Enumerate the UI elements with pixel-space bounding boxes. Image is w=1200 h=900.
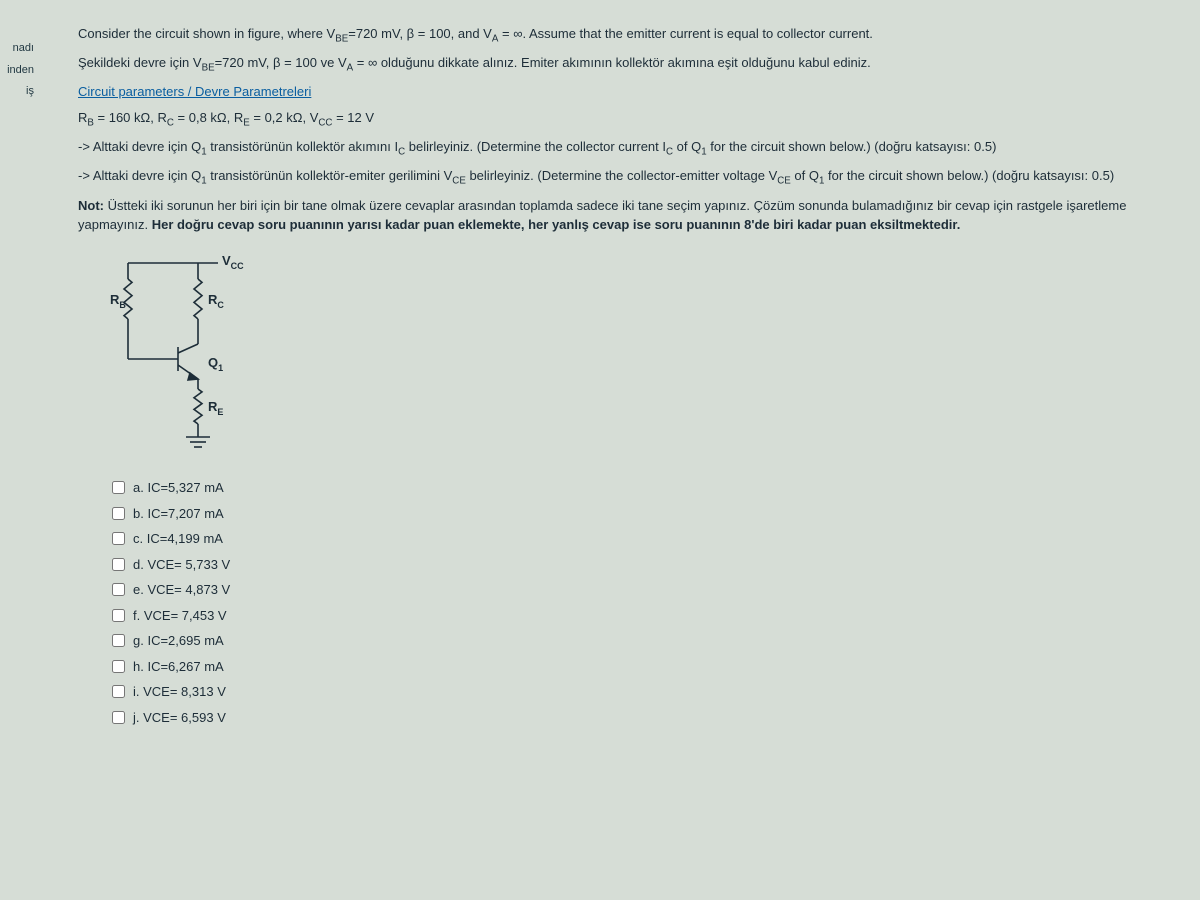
option-e[interactable]: e. VCE= 4,873 V bbox=[108, 580, 1160, 600]
option-label-i[interactable]: i. VCE= 8,313 V bbox=[133, 682, 226, 702]
option-i[interactable]: i. VCE= 8,313 V bbox=[108, 682, 1160, 702]
option-d[interactable]: d. VCE= 5,733 V bbox=[108, 555, 1160, 575]
option-c[interactable]: c. IC=4,199 mA bbox=[108, 529, 1160, 549]
page: nadı inden iş Consider the circuit shown… bbox=[0, 0, 1200, 900]
option-label-c[interactable]: c. IC=4,199 mA bbox=[133, 529, 223, 549]
svg-text:RC: RC bbox=[208, 292, 224, 310]
option-checkbox-a[interactable] bbox=[112, 481, 125, 494]
parameters: RB = 160 kΩ, RC = 0,8 kΩ, RE = 0,2 kΩ, V… bbox=[78, 108, 1160, 131]
option-b[interactable]: b. IC=7,207 mA bbox=[108, 504, 1160, 524]
option-checkbox-b[interactable] bbox=[112, 507, 125, 520]
option-f[interactable]: f. VCE= 7,453 V bbox=[108, 606, 1160, 626]
option-label-j[interactable]: j. VCE= 6,593 V bbox=[133, 708, 226, 728]
option-a[interactable]: a. IC=5,327 mA bbox=[108, 478, 1160, 498]
option-label-f[interactable]: f. VCE= 7,453 V bbox=[133, 606, 227, 626]
intro-tr: Şekildeki devre için VBE=720 mV, β = 100… bbox=[78, 53, 1160, 76]
params-link[interactable]: Circuit parameters / Devre Parametreleri bbox=[78, 82, 311, 102]
answer-options: a. IC=5,327 mA b. IC=7,207 mA c. IC=4,199 … bbox=[108, 478, 1160, 727]
note: Not: Üstteki iki sorunun her biri için b… bbox=[78, 196, 1160, 235]
subquestion-2: -> Alttaki devre için Q1 transistörünün … bbox=[78, 166, 1160, 189]
option-checkbox-d[interactable] bbox=[112, 558, 125, 571]
circuit-diagram: VCC RB RC Q1 RE bbox=[108, 249, 1160, 465]
option-label-e[interactable]: e. VCE= 4,873 V bbox=[133, 580, 230, 600]
option-h[interactable]: h. IC=6,267 mA bbox=[108, 657, 1160, 677]
svg-text:Q1: Q1 bbox=[208, 355, 223, 373]
option-checkbox-c[interactable] bbox=[112, 532, 125, 545]
option-label-b[interactable]: b. IC=7,207 mA bbox=[133, 504, 224, 524]
option-j[interactable]: j. VCE= 6,593 V bbox=[108, 708, 1160, 728]
circuit-svg: VCC RB RC Q1 RE bbox=[108, 249, 258, 459]
option-label-h[interactable]: h. IC=6,267 mA bbox=[133, 657, 224, 677]
svg-text:VCC: VCC bbox=[222, 253, 244, 271]
sidebar-text: nadı bbox=[0, 40, 38, 58]
option-checkbox-h[interactable] bbox=[112, 660, 125, 673]
svg-text:RE: RE bbox=[208, 399, 223, 417]
option-checkbox-i[interactable] bbox=[112, 685, 125, 698]
sidebar-text: iş bbox=[0, 83, 38, 101]
option-checkbox-e[interactable] bbox=[112, 583, 125, 596]
sidebar-text: inden bbox=[0, 62, 38, 80]
question-content: Consider the circuit shown in figure, wh… bbox=[38, 0, 1200, 900]
svg-text:RB: RB bbox=[110, 292, 126, 310]
option-checkbox-j[interactable] bbox=[112, 711, 125, 724]
intro-en: Consider the circuit shown in figure, wh… bbox=[78, 24, 1160, 47]
sidebar-fragment: nadı inden iş bbox=[0, 0, 38, 900]
option-checkbox-g[interactable] bbox=[112, 634, 125, 647]
option-label-a[interactable]: a. IC=5,327 mA bbox=[133, 478, 224, 498]
option-label-g[interactable]: g. IC=2,695 mA bbox=[133, 631, 224, 651]
option-label-d[interactable]: d. VCE= 5,733 V bbox=[133, 555, 230, 575]
subquestion-1: -> Alttaki devre için Q1 transistörünün … bbox=[78, 137, 1160, 160]
option-checkbox-f[interactable] bbox=[112, 609, 125, 622]
option-g[interactable]: g. IC=2,695 mA bbox=[108, 631, 1160, 651]
